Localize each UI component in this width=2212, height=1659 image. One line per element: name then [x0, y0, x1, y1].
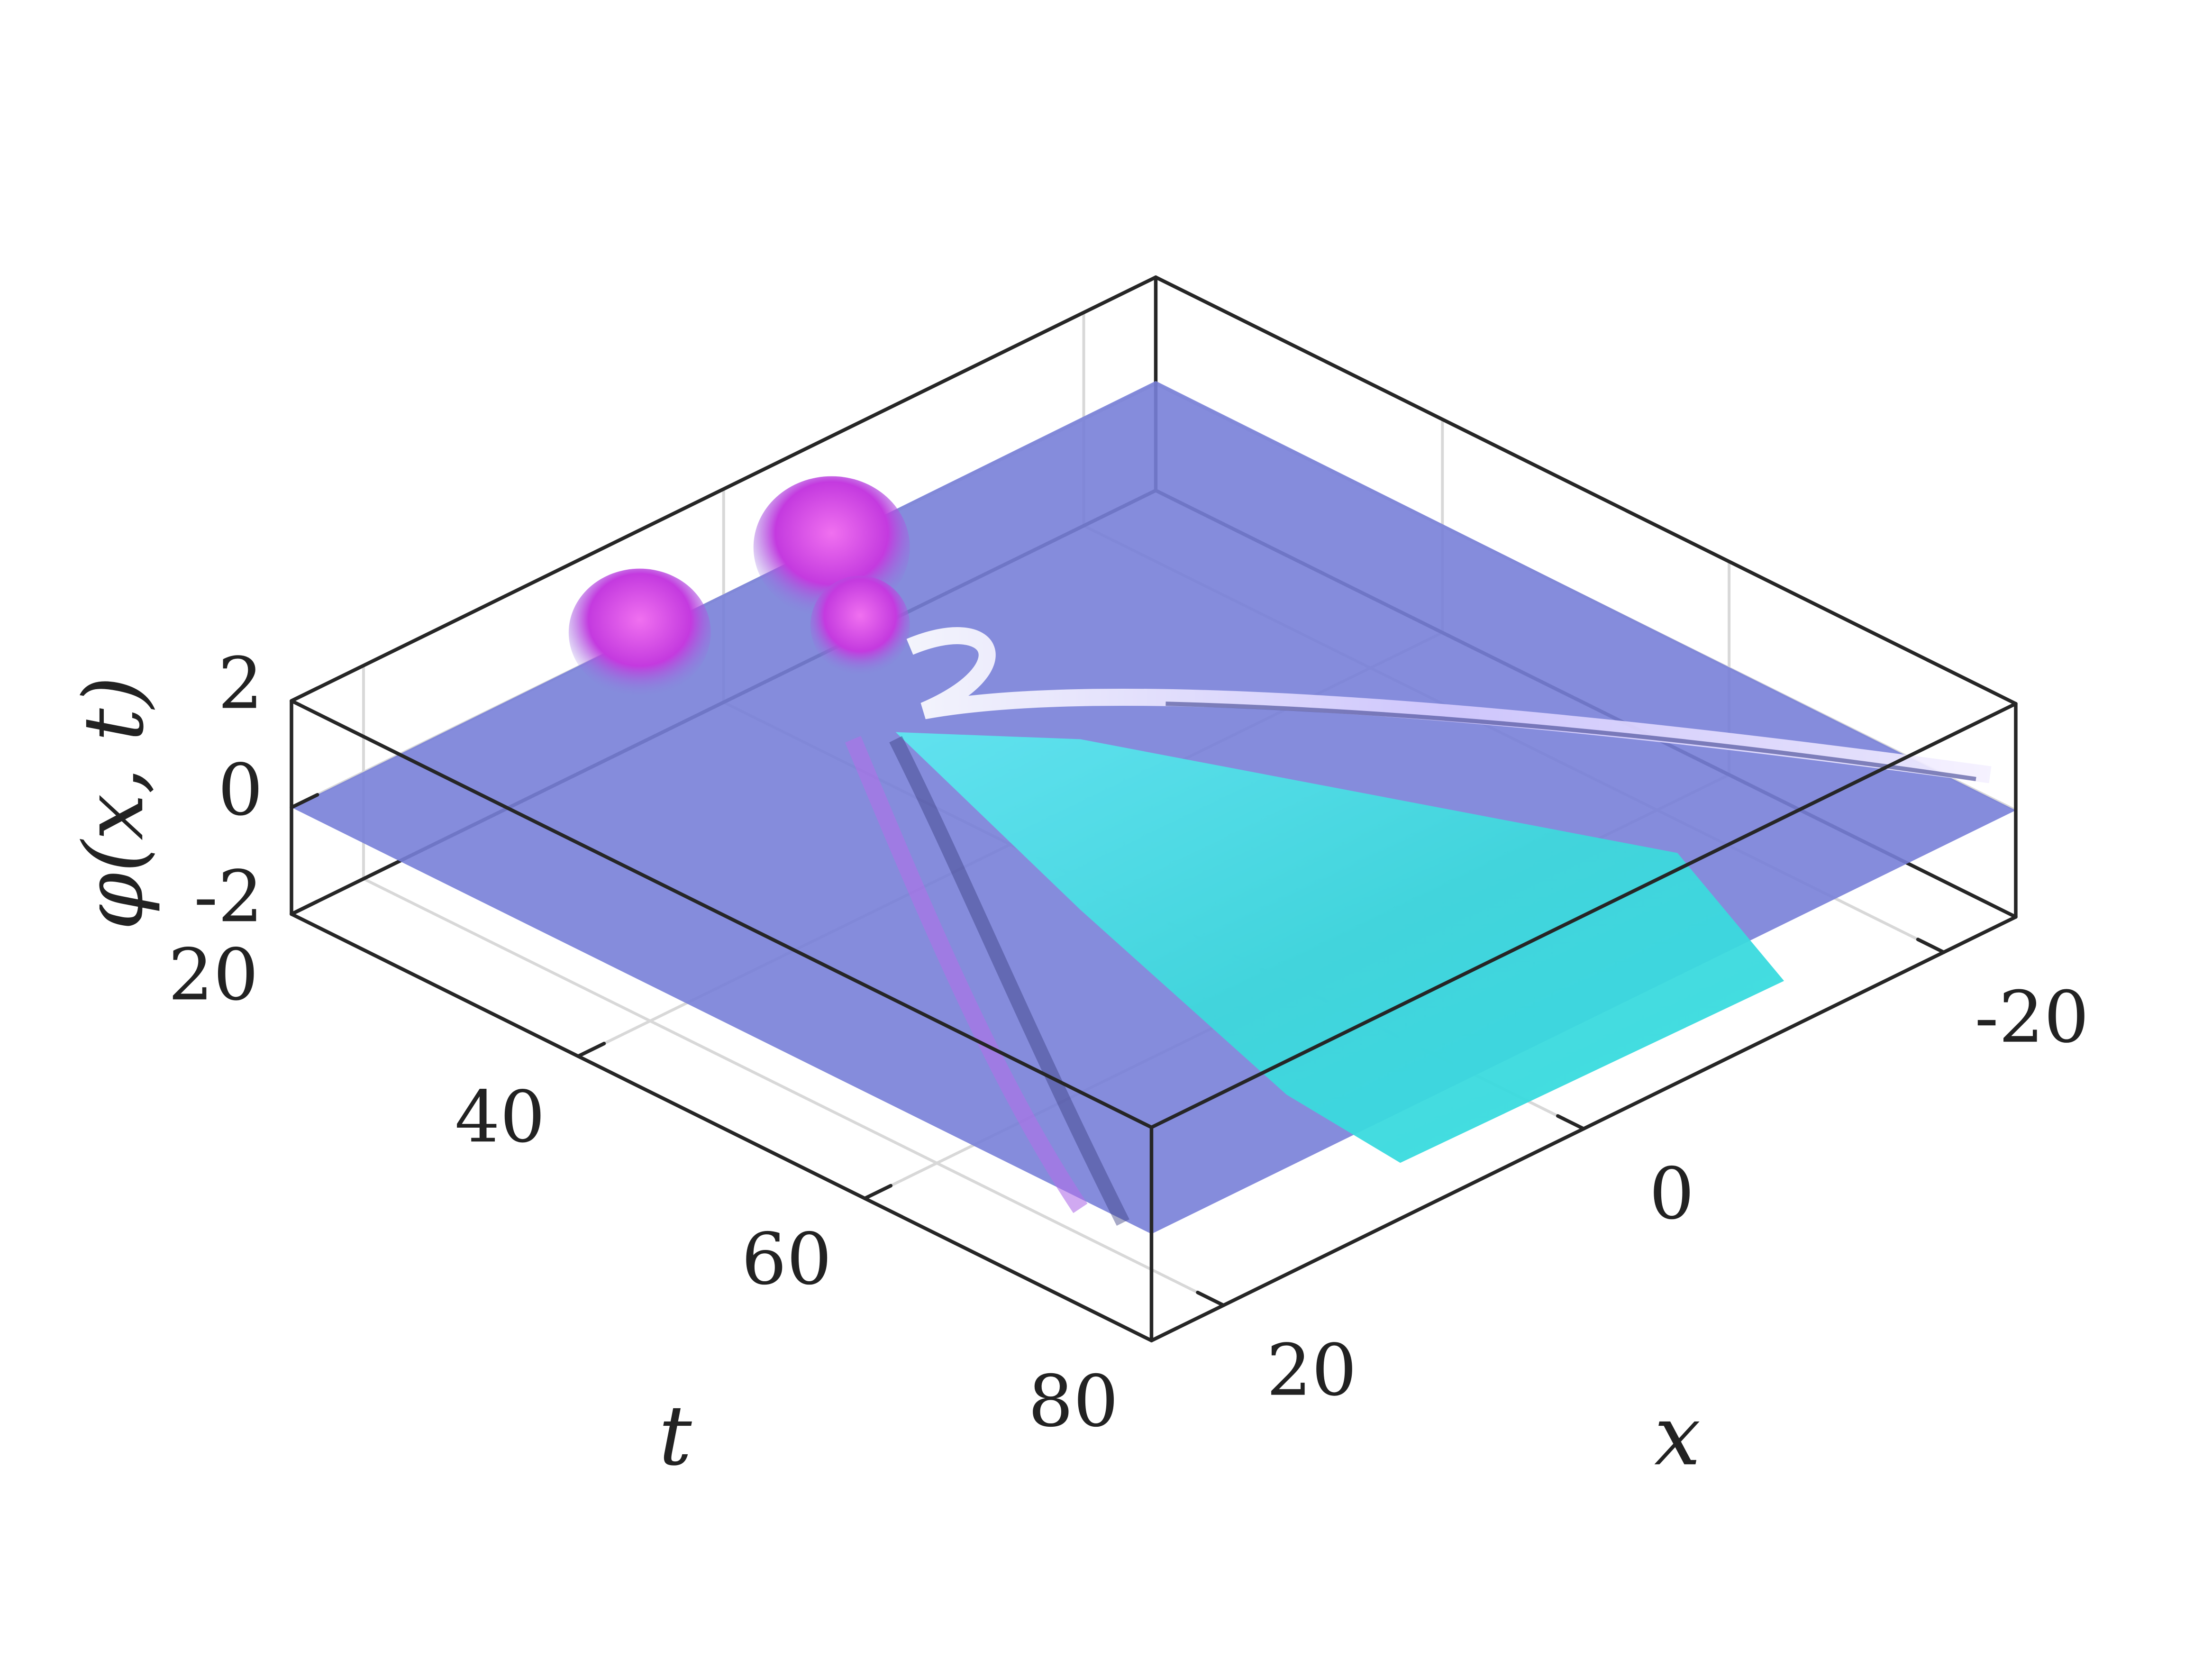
x-axis-label: x	[1654, 1388, 1701, 1484]
surface-wave	[895, 732, 1784, 1163]
tick-mark	[576, 1041, 606, 1058]
tick-mark	[290, 686, 319, 703]
surface-ridge-edge	[1165, 702, 1976, 781]
tick-mark	[1149, 1326, 1179, 1342]
surface-bump	[568, 568, 711, 697]
tick-mark	[863, 1184, 893, 1201]
z-tick-label: 2	[218, 643, 263, 725]
surface-bump	[810, 575, 910, 675]
surface-ridge	[906, 627, 1992, 784]
x-tick-label: -20	[1975, 976, 2089, 1059]
box-edge	[290, 699, 1154, 1130]
tick-mark	[1556, 1114, 1585, 1131]
box-edge	[1154, 275, 2018, 706]
box-edge	[290, 912, 1154, 1342]
z-tick-label: -2	[194, 856, 263, 938]
t-tick-label: 60	[741, 1218, 832, 1301]
box-edge	[1149, 702, 2018, 1130]
grid-line	[363, 877, 1224, 1307]
tick-mark	[290, 899, 319, 916]
z-axis-label: φ(x, t)	[66, 676, 162, 930]
box-edge	[290, 275, 1158, 703]
surface	[291, 381, 2016, 1234]
tick-mark	[290, 793, 319, 810]
t-axis-label: t	[659, 1388, 692, 1484]
t-tick-label: 40	[455, 1076, 545, 1158]
tick-mark	[1196, 1290, 1226, 1307]
surface-streak	[845, 736, 1088, 1213]
t-tick-label: 20	[168, 934, 259, 1016]
x-tick-label: 0	[1649, 1153, 1694, 1235]
z-tick-label: 0	[218, 749, 263, 831]
x-tick-label: 20	[1266, 1330, 1357, 1412]
tick-mark	[1916, 938, 1946, 954]
surface-streak	[889, 736, 1129, 1226]
t-tick-label: 80	[1028, 1360, 1119, 1443]
